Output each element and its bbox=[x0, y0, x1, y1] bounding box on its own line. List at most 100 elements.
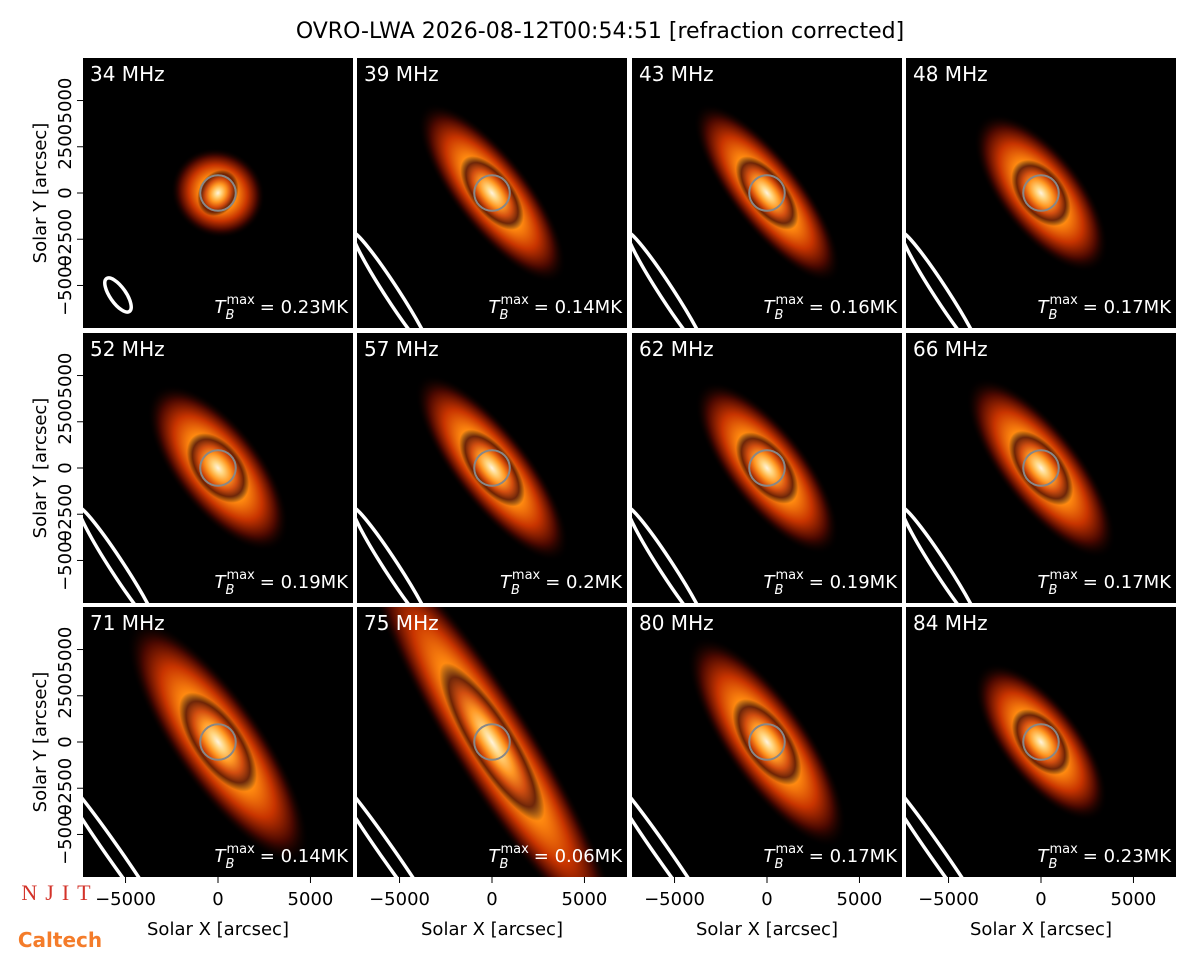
solar-disk bbox=[199, 449, 237, 487]
panel-title: 66 MHz bbox=[913, 337, 988, 361]
solar-disk bbox=[1022, 723, 1060, 761]
panel-title: 62 MHz bbox=[639, 337, 714, 361]
solar-disk bbox=[1022, 174, 1060, 212]
tb-sup: max bbox=[500, 842, 529, 857]
tb-value: = 0.14MK bbox=[260, 846, 349, 867]
tb-sup: max bbox=[226, 568, 255, 583]
x-tick-label: −5000 bbox=[95, 889, 156, 910]
emission-core bbox=[735, 432, 799, 504]
emission-core bbox=[1011, 709, 1071, 775]
panel-title: 39 MHz bbox=[364, 62, 439, 86]
tb-sub: B bbox=[775, 308, 784, 323]
panel-title: 48 MHz bbox=[913, 62, 988, 86]
y-tick-label: −2500 bbox=[55, 209, 76, 270]
y-tick-label: −5000 bbox=[55, 530, 76, 591]
x-tick-label: −5000 bbox=[644, 889, 705, 910]
x-tick-label: 5000 bbox=[1111, 889, 1157, 910]
tb-symbol: T bbox=[215, 297, 228, 318]
tb-sup: max bbox=[500, 293, 529, 308]
tb-sup: max bbox=[226, 293, 255, 308]
tb-sub: B bbox=[511, 583, 520, 598]
figure-title: OVRO-LWA 2026-08-12T00:54:51 [refraction… bbox=[296, 19, 904, 44]
tb-sub: B bbox=[1049, 308, 1058, 323]
tb-max-annotation: TBmax = 0.14MK bbox=[215, 842, 350, 872]
tb-value: = 0.17MK bbox=[1083, 297, 1172, 318]
tb-max-annotation: TBmax = 0.14MK bbox=[489, 293, 624, 323]
tb-sup: max bbox=[512, 568, 541, 583]
emission-core bbox=[439, 663, 545, 821]
tb-symbol: T bbox=[1038, 572, 1051, 593]
tb-sup: max bbox=[1049, 568, 1078, 583]
logo-caltech: Caltech bbox=[18, 928, 102, 952]
beam bbox=[83, 505, 160, 603]
tb-sup: max bbox=[226, 842, 255, 857]
tb-sub: B bbox=[226, 583, 235, 598]
solar-disk bbox=[473, 723, 511, 761]
tb-value: = 0.16MK bbox=[809, 297, 898, 318]
panel-title: 75 MHz bbox=[364, 611, 439, 635]
tb-value: = 0.06MK bbox=[534, 846, 623, 867]
tb-symbol: T bbox=[764, 846, 777, 867]
beam bbox=[906, 768, 996, 877]
panel bbox=[83, 58, 353, 328]
tb-symbol: T bbox=[764, 572, 777, 593]
emission-core bbox=[732, 698, 802, 786]
tb-value: = 0.2MK bbox=[545, 572, 623, 593]
y-tick-label: −5000 bbox=[55, 255, 76, 316]
x-axis-label: Solar X [arcsec] bbox=[147, 919, 289, 940]
tb-symbol: T bbox=[500, 572, 513, 593]
emission-core bbox=[179, 692, 257, 792]
tb-sub: B bbox=[500, 857, 509, 872]
beam bbox=[906, 230, 983, 328]
panel bbox=[632, 607, 902, 877]
tb-sup: max bbox=[1049, 842, 1078, 857]
solar-disk bbox=[748, 174, 786, 212]
tb-sup: max bbox=[1049, 293, 1078, 308]
panel-title: 84 MHz bbox=[913, 611, 988, 635]
emission-core bbox=[460, 156, 524, 230]
beam bbox=[906, 505, 983, 603]
y-tick-label: 2500 bbox=[55, 673, 76, 719]
tb-value: = 0.17MK bbox=[1083, 572, 1172, 593]
panel bbox=[632, 333, 902, 603]
tb-sub: B bbox=[1049, 583, 1058, 598]
tb-sup: max bbox=[775, 842, 804, 857]
tb-max-annotation: TBmax = 0.19MK bbox=[764, 568, 899, 598]
panel bbox=[906, 333, 1176, 603]
tb-max-annotation: TBmax = 0.17MK bbox=[764, 842, 899, 872]
emission-core bbox=[1011, 159, 1071, 227]
tb-value: = 0.23MK bbox=[260, 297, 349, 318]
solar-disk bbox=[748, 723, 786, 761]
panel bbox=[632, 58, 902, 328]
x-tick-label: 0 bbox=[486, 889, 497, 910]
tb-max-annotation: TBmax = 0.16MK bbox=[764, 293, 899, 323]
panel bbox=[83, 607, 353, 877]
tb-symbol: T bbox=[489, 297, 502, 318]
solar-disk bbox=[199, 723, 237, 761]
beam bbox=[103, 276, 133, 314]
tb-max-annotation: TBmax = 0.23MK bbox=[215, 293, 350, 323]
tb-symbol: T bbox=[764, 297, 777, 318]
emission-core bbox=[459, 429, 525, 507]
y-axis-label: Solar Y [arcsec] bbox=[30, 123, 51, 264]
tb-sup: max bbox=[775, 568, 804, 583]
panel-title: 57 MHz bbox=[364, 337, 439, 361]
panel-title: 71 MHz bbox=[90, 611, 165, 635]
y-tick-label: −2500 bbox=[55, 484, 76, 545]
tb-max-annotation: TBmax = 0.23MK bbox=[1038, 842, 1173, 872]
panel-title: 52 MHz bbox=[90, 337, 165, 361]
tb-value: = 0.19MK bbox=[260, 572, 349, 593]
x-tick-label: −5000 bbox=[918, 889, 979, 910]
panel-title: 34 MHz bbox=[90, 62, 165, 86]
x-tick-label: 0 bbox=[1035, 889, 1046, 910]
tb-max-annotation: TBmax = 0.2MK bbox=[500, 568, 623, 598]
y-axis-label: Solar Y [arcsec] bbox=[30, 672, 51, 813]
tb-symbol: T bbox=[1038, 846, 1051, 867]
tb-symbol: T bbox=[215, 846, 228, 867]
logo-njit: NJIT bbox=[21, 880, 98, 905]
tb-symbol: T bbox=[489, 846, 502, 867]
tb-sub: B bbox=[500, 308, 509, 323]
x-tick-label: 0 bbox=[212, 889, 223, 910]
solar-disk bbox=[1022, 449, 1060, 487]
